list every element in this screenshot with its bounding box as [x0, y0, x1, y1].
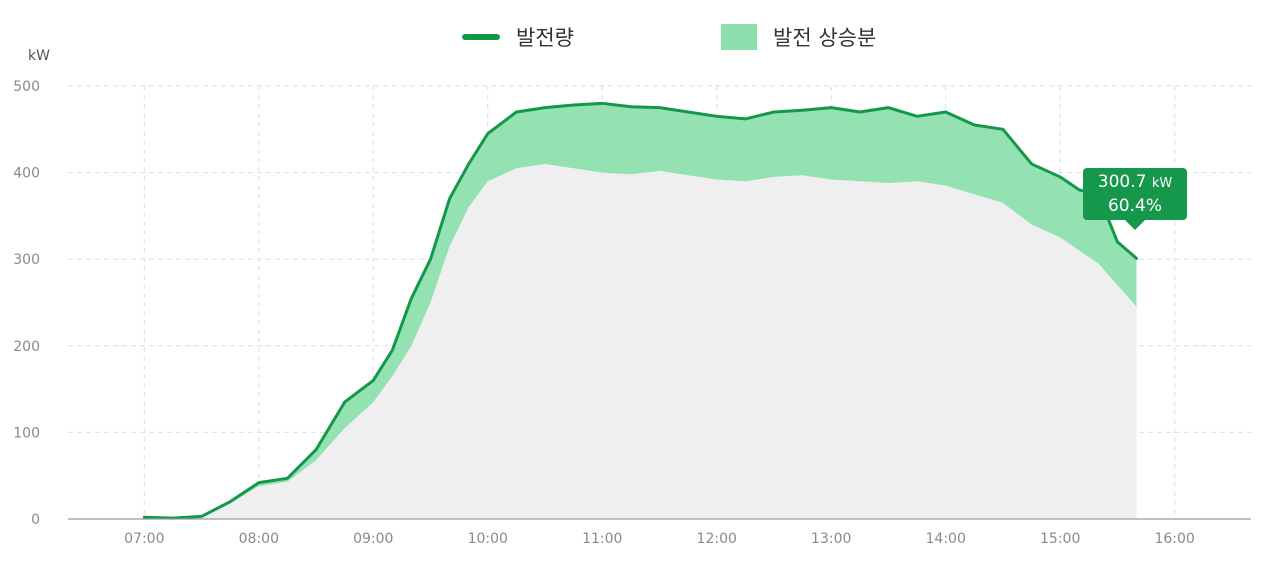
- y-tick-label: 500: [13, 79, 40, 95]
- generation-point: [887, 106, 890, 109]
- x-tick-label: 15:00: [1040, 531, 1080, 547]
- line-layer: [142, 101, 1139, 520]
- y-tick-label: 0: [31, 512, 40, 528]
- generation-point: [830, 106, 833, 109]
- generation-point: [658, 106, 661, 109]
- generation-line: [142, 101, 1139, 520]
- generation-point: [572, 104, 575, 107]
- generation-point: [601, 102, 604, 105]
- generation-point: [1078, 188, 1081, 191]
- generation-point: [1030, 162, 1033, 165]
- generation-point: [391, 349, 394, 352]
- generation-point: [286, 477, 289, 480]
- generation-point: [229, 500, 232, 503]
- generation-point: [200, 515, 203, 518]
- y-tick-label: 400: [13, 166, 40, 182]
- generation-point: [715, 115, 718, 118]
- tooltip-value-row: 300.7 kW: [1083, 171, 1187, 195]
- generation-point: [858, 110, 861, 113]
- generation-point: [744, 117, 747, 120]
- generation-point: [1116, 240, 1119, 243]
- legend-item-generation[interactable]: 발전량: [462, 20, 574, 54]
- tooltip-arrow: [1125, 220, 1145, 230]
- legend-fill-swatch: [721, 24, 757, 50]
- y-tick-label: 300: [13, 252, 40, 268]
- y-axis-unit: kW: [28, 48, 50, 64]
- legend: 발전량 발전 상승분: [0, 20, 1279, 54]
- generation-point: [372, 379, 375, 382]
- generation-point: [448, 197, 451, 200]
- generation-point: [467, 162, 470, 165]
- x-tick-label: 13:00: [811, 531, 851, 547]
- tooltip-percent: 60.4%: [1107, 196, 1162, 216]
- generation-point: [544, 106, 547, 109]
- baseline-area: [144, 163, 1137, 519]
- generation-point: [1135, 257, 1138, 260]
- generation-point: [257, 481, 260, 484]
- generation-point: [687, 110, 690, 113]
- y-tick-label: 100: [13, 425, 40, 441]
- legend-label-generation: 발전량: [516, 26, 574, 50]
- generation-point: [1059, 175, 1062, 178]
- generation-point: [629, 105, 632, 108]
- generation-point: [973, 123, 976, 126]
- tooltip: 300.7 kW 60.4%: [1083, 168, 1187, 230]
- generation-point: [343, 401, 346, 404]
- x-tick-label: 11:00: [582, 531, 622, 547]
- generation-point: [410, 297, 413, 300]
- generation-point: [486, 132, 489, 135]
- generation-point: [143, 516, 146, 519]
- generation-point: [944, 110, 947, 113]
- generation-point: [429, 258, 432, 261]
- x-tick-label: 07:00: [124, 531, 164, 547]
- axis-layer: 0 100 200 300 400 500 kW 07:00 08:00 09:00 10:00 11…: [13, 48, 1251, 547]
- tooltip-value: 300.7: [1097, 172, 1147, 192]
- generation-point: [916, 115, 919, 118]
- generation-point: [515, 110, 518, 113]
- generation-point: [315, 448, 318, 451]
- generation-point: [801, 109, 804, 112]
- x-tick-label: 09:00: [353, 531, 393, 547]
- x-tick-label: 12:00: [697, 531, 737, 547]
- x-tick-label: 10:00: [468, 531, 508, 547]
- generation-point: [1001, 128, 1004, 131]
- x-tick-label: 08:00: [239, 531, 279, 547]
- x-tick-label: 16:00: [1154, 531, 1194, 547]
- tooltip-unit: kW: [1151, 176, 1173, 191]
- area-layer: [144, 103, 1137, 519]
- y-tick-label: 200: [13, 339, 40, 355]
- x-tick-label: 14:00: [926, 531, 966, 547]
- legend-label-increase: 발전 상승분: [773, 26, 877, 50]
- legend-line-swatch: [462, 34, 500, 40]
- legend-item-increase[interactable]: 발전 상승분: [721, 20, 876, 54]
- generation-point: [772, 110, 775, 113]
